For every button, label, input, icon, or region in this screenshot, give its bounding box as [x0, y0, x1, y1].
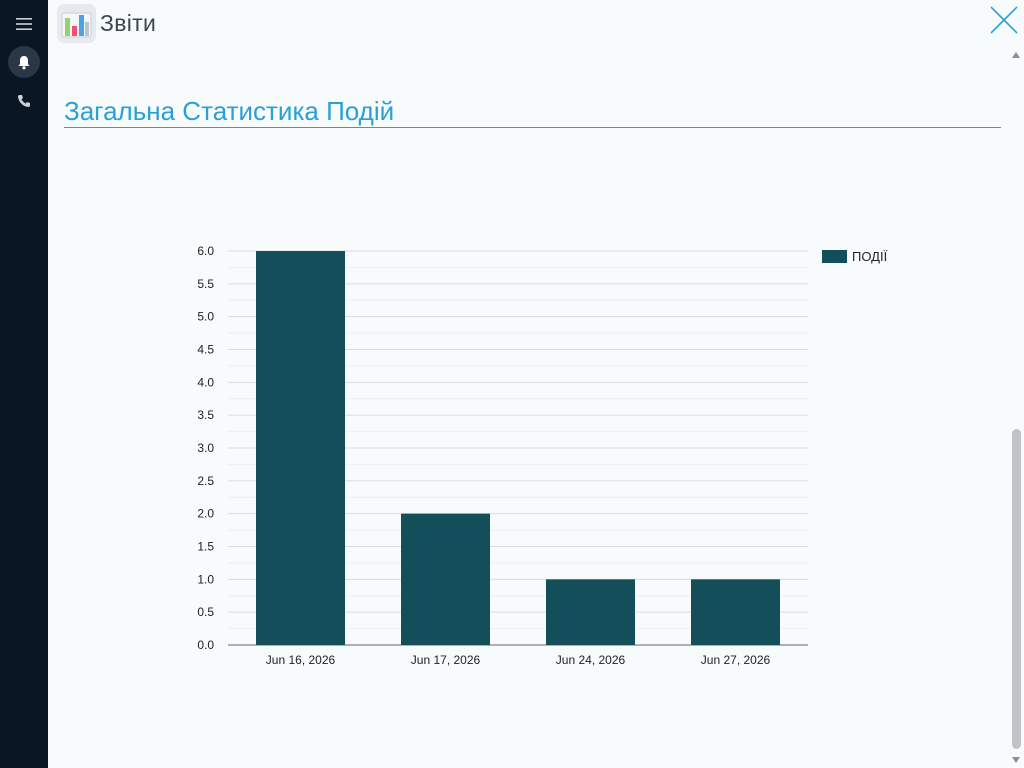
- bell-icon: [18, 55, 30, 69]
- scroll-down-arrow-icon[interactable]: [1012, 757, 1020, 763]
- sidebar: [0, 0, 48, 768]
- reports-app-icon: [57, 4, 96, 43]
- y-tick-label: 0.0: [197, 638, 214, 652]
- bar[interactable]: [256, 251, 345, 645]
- y-tick-label: 0.5: [197, 605, 214, 619]
- y-tick-label: 4.5: [197, 343, 214, 357]
- x-tick-label: Jun 27, 2026: [701, 653, 771, 667]
- hamburger-menu-icon: [16, 18, 32, 30]
- legend-swatch: [822, 250, 847, 263]
- bar[interactable]: [691, 579, 780, 645]
- bar[interactable]: [401, 513, 490, 645]
- section-divider: [64, 127, 1001, 128]
- y-tick-label: 1.0: [197, 572, 214, 586]
- y-tick-label: 2.5: [197, 474, 214, 488]
- x-tick-label: Jun 16, 2026: [266, 653, 336, 667]
- y-tick-label: 5.0: [197, 310, 214, 324]
- y-tick-label: 3.0: [197, 441, 214, 455]
- x-tick-label: Jun 17, 2026: [411, 653, 481, 667]
- y-tick-label: 5.5: [197, 277, 214, 291]
- section-title: Загальна Статистика Подій: [64, 96, 395, 126]
- y-tick-label: 1.5: [197, 540, 214, 554]
- notifications-button[interactable]: [8, 46, 40, 78]
- close-icon: [990, 6, 1018, 34]
- legend-label: ПОДІЇ: [852, 249, 888, 264]
- reports-chart-icon: [61, 12, 92, 38]
- vertical-scrollbar[interactable]: [1010, 48, 1024, 768]
- y-tick-label: 4.0: [197, 375, 214, 389]
- y-tick-label: 3.5: [197, 408, 214, 422]
- y-tick-label: 2.0: [197, 507, 214, 521]
- close-button[interactable]: [988, 4, 1020, 36]
- phone-icon: [18, 95, 30, 107]
- menu-button[interactable]: [8, 8, 40, 40]
- app-title: Звіти: [100, 10, 157, 36]
- scroll-up-arrow-icon[interactable]: [1012, 52, 1020, 58]
- scroll-thumb[interactable]: [1012, 429, 1021, 749]
- calls-button[interactable]: [8, 85, 40, 117]
- y-tick-label: 6.0: [197, 244, 214, 258]
- x-tick-label: Jun 24, 2026: [556, 653, 626, 667]
- bar[interactable]: [546, 579, 635, 645]
